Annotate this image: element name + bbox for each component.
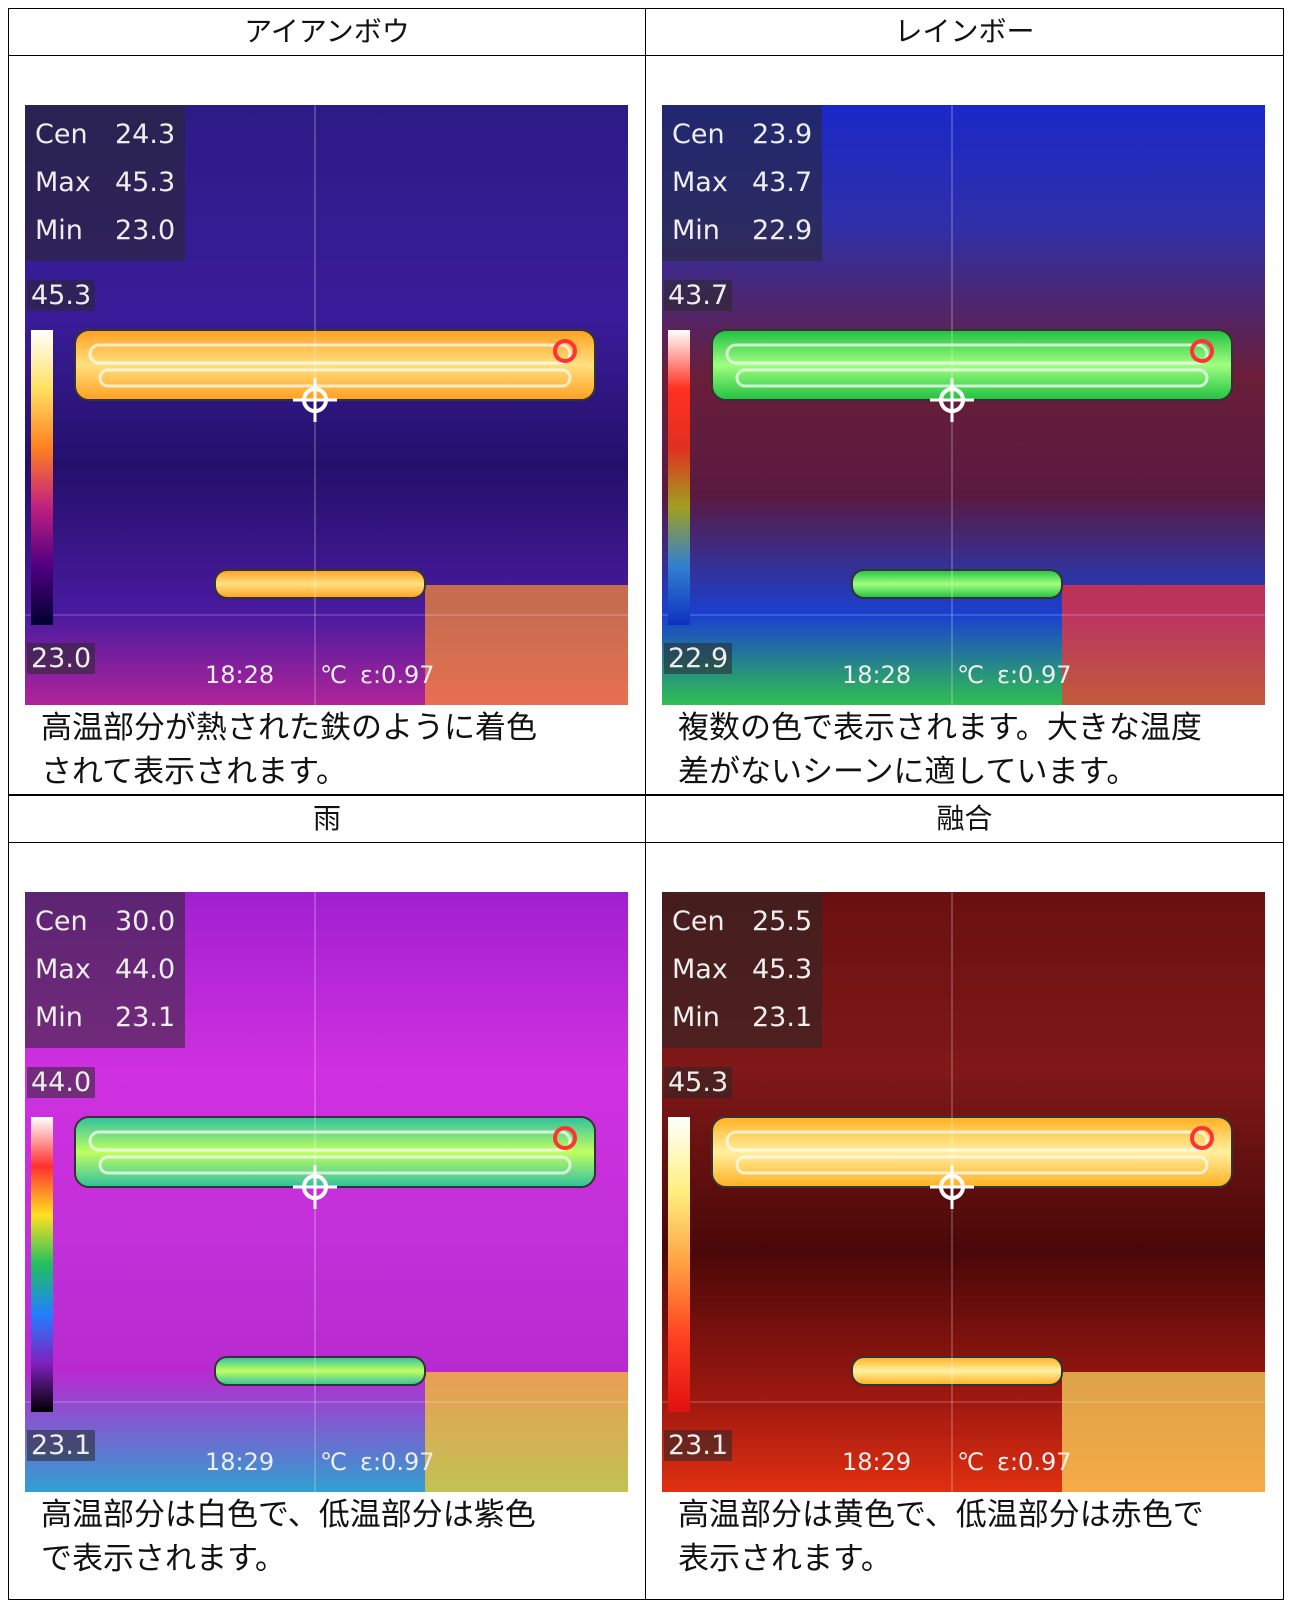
scale-max: 45.3 — [27, 280, 95, 311]
unit: ℃ — [957, 1448, 984, 1476]
scale-min: 23.1 — [27, 1430, 95, 1461]
reading-value: 23.0 — [115, 215, 175, 246]
caption-line: 高温部分が熱された鉄のように着色 — [41, 705, 537, 751]
unit: ℃ — [957, 661, 984, 689]
reading-label: Max — [672, 159, 752, 207]
heater-body — [75, 330, 595, 400]
reading-value: 44.0 — [115, 954, 175, 985]
heater-body — [712, 330, 1232, 400]
reading-value: 45.3 — [752, 954, 812, 985]
vent — [215, 570, 425, 598]
reading-value: 22.9 — [752, 215, 812, 246]
reading-label: Cen — [672, 898, 752, 946]
unit: ℃ — [320, 661, 347, 689]
reading-value: 24.3 — [115, 119, 175, 150]
emissivity: ε:0.97 — [360, 661, 435, 689]
readings: Cen24.3Max45.3Min23.0 — [25, 105, 185, 261]
bottom-hot-area — [1062, 585, 1265, 705]
reading-value: 23.9 — [752, 119, 812, 150]
caption-line: 高温部分は白色で、低温部分は紫色 — [41, 1492, 536, 1538]
column-header: アイアンボウ — [8, 8, 646, 55]
color-scale — [31, 330, 53, 625]
time: 18:28 — [205, 661, 274, 689]
color-scale — [668, 1117, 690, 1412]
reading-label: Min — [35, 207, 115, 255]
time: 18:28 — [842, 661, 911, 689]
reading-value: 45.3 — [115, 167, 175, 198]
reading-value: 30.0 — [115, 906, 175, 937]
reading-label: Max — [672, 946, 752, 994]
reading: Max43.7 — [672, 159, 812, 207]
page: (() => { const data = JSON.parse(documen… — [0, 0, 1292, 1607]
time: 18:29 — [205, 1448, 274, 1476]
reading-value: 43.7 — [752, 167, 812, 198]
column-header: レインボー — [645, 8, 1284, 55]
emissivity: ε:0.97 — [360, 1448, 435, 1476]
emissivity: ε:0.97 — [997, 1448, 1072, 1476]
column-header: 雨 — [8, 795, 646, 842]
unit: ℃ — [320, 1448, 347, 1476]
reading-label: Max — [35, 946, 115, 994]
reading-label: Min — [672, 994, 752, 1042]
reading-label: Min — [35, 994, 115, 1042]
column-header: 融合 — [645, 795, 1284, 842]
emissivity: ε:0.97 — [997, 661, 1072, 689]
scale-max: 44.0 — [27, 1067, 95, 1098]
reading: Max44.0 — [35, 946, 175, 994]
scale-min: 22.9 — [664, 643, 732, 674]
caption-line: されて表示されます。 — [41, 749, 347, 795]
color-scale — [31, 1117, 53, 1412]
heater-body — [75, 1117, 595, 1187]
color-scale — [668, 330, 690, 625]
reading-label: Min — [672, 207, 752, 255]
reading-label: Cen — [35, 898, 115, 946]
vent — [852, 570, 1062, 598]
time: 18:29 — [842, 1448, 911, 1476]
caption-line: 差がないシーンに適しています。 — [678, 749, 1137, 795]
caption-line: 高温部分は黄色で、低温部分は赤色で — [678, 1492, 1204, 1538]
scale-max: 43.7 — [664, 280, 732, 311]
bottom-hot-area — [425, 585, 628, 705]
scale-max: 45.3 — [664, 1067, 732, 1098]
readings: Cen30.0Max44.0Min23.1 — [25, 892, 185, 1048]
reading-label: Cen — [35, 111, 115, 159]
vent — [852, 1357, 1062, 1385]
reading-value: 23.1 — [115, 1002, 175, 1033]
reading-value: 25.5 — [752, 906, 812, 937]
caption-line: 表示されます。 — [678, 1536, 892, 1582]
scale-min: 23.0 — [27, 643, 95, 674]
reading-value: 23.1 — [752, 1002, 812, 1033]
bottom-hot-area — [1062, 1372, 1265, 1492]
vent — [215, 1357, 425, 1385]
caption-line: 複数の色で表示されます。大きな温度 — [678, 705, 1202, 751]
reading-label: Max — [35, 159, 115, 207]
bottom-hot-area — [425, 1372, 628, 1492]
heater-body — [712, 1117, 1232, 1187]
reading-label: Cen — [672, 111, 752, 159]
caption-line: で表示されます。 — [41, 1536, 286, 1582]
scale-min: 23.1 — [664, 1430, 732, 1461]
thermal-image: Cen24.3Max45.3Min23.045.323.018:28℃ε:0.9… — [25, 105, 628, 705]
